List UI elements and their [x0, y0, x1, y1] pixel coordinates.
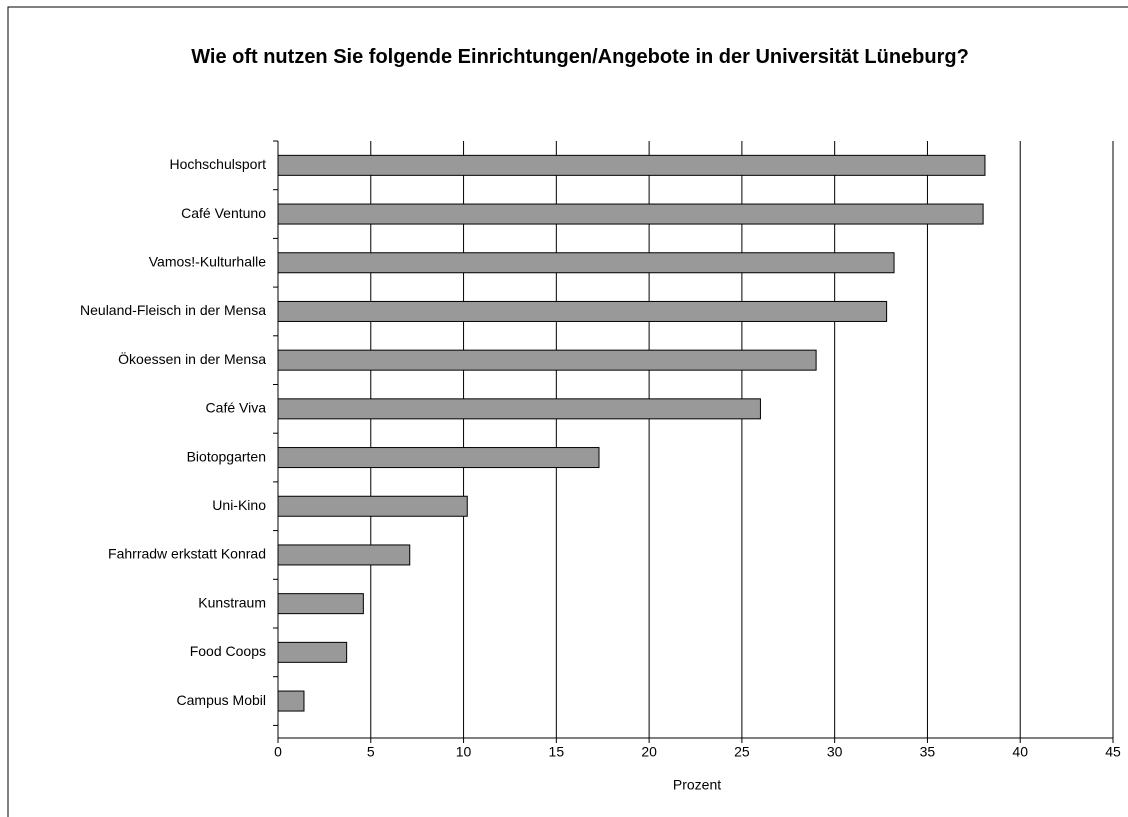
- y-tick-label: Biotopgarten: [187, 448, 266, 464]
- bar: [277, 495, 468, 517]
- y-tick-label: Food Coops: [190, 643, 266, 659]
- x-tick-label: 35: [920, 744, 936, 760]
- y-tick-label: Kunstraum: [198, 594, 266, 610]
- y-tick-label: Ökoessen in der Mensa: [118, 350, 266, 367]
- chart-title: Wie oft nutzen Sie folgende Einrichtunge…: [191, 46, 969, 68]
- bar: [277, 593, 364, 615]
- bar: [277, 544, 411, 566]
- bar: [277, 349, 817, 371]
- y-tick-label: Neuland-Fleisch in der Mensa: [80, 302, 266, 318]
- x-tick-label: 5: [367, 744, 375, 760]
- bar: [277, 690, 305, 712]
- y-tick-label: Hochschulsport: [170, 156, 267, 172]
- x-tick-label: 25: [734, 744, 750, 760]
- bar: [277, 252, 895, 274]
- frame: [7, 6, 1128, 817]
- y-tick-label: Café Ventuno: [181, 205, 266, 221]
- x-tick-label: 20: [641, 744, 657, 760]
- bar: [277, 300, 888, 322]
- x-tick-label: 0: [274, 744, 282, 760]
- y-tick-label: Café Viva: [206, 400, 267, 416]
- bar: [277, 398, 761, 420]
- y-tick-label: Campus Mobil: [177, 692, 266, 708]
- y-tick-label: Vamos!-Kulturhalle: [149, 253, 266, 269]
- y-tick-label: Fahrradw erkstatt Konrad: [108, 546, 266, 562]
- x-tick-label: 30: [827, 744, 843, 760]
- x-tick-label: 10: [456, 744, 472, 760]
- x-tick-label: 40: [1012, 744, 1028, 760]
- bar: [277, 641, 348, 663]
- bar: [277, 154, 986, 176]
- x-tick-label: 45: [1105, 744, 1121, 760]
- y-tick-label: Uni-Kino: [212, 497, 266, 513]
- x-axis-label: Prozent: [673, 777, 721, 793]
- x-tick-label: 15: [549, 744, 565, 760]
- bar: [277, 203, 984, 225]
- bar: [277, 447, 600, 469]
